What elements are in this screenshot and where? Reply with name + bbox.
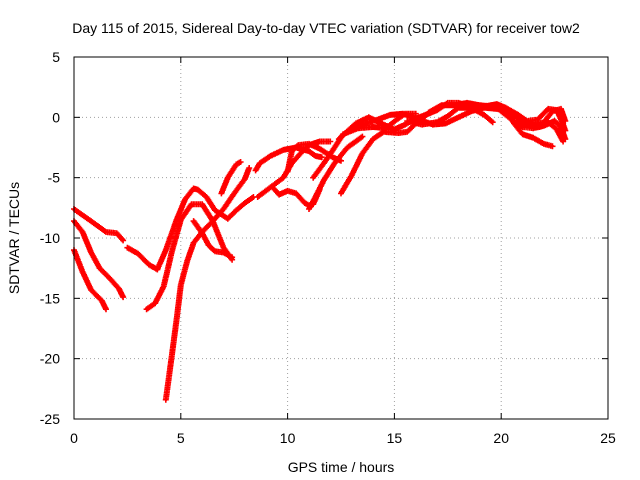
series-track-m [284,140,344,175]
data-point-markers [284,140,344,175]
y-tick-label: -5 [48,170,61,186]
data-point-markers [425,99,569,134]
data-point-markers [218,159,244,197]
data-point-markers [71,247,109,313]
x-axis-label: GPS time / hours [288,459,395,475]
x-tick-label: 25 [600,430,616,446]
data-point-markers [536,119,567,145]
grid-lines [74,57,608,419]
series-track-d [124,244,161,273]
y-tick-label: -10 [40,230,60,246]
series-track-f [154,185,257,273]
data-markers [71,99,569,403]
data-point-markers [124,244,161,273]
series-track-i [218,159,244,197]
series-track-t [425,99,569,134]
y-tick-label: 0 [52,109,60,125]
series-track-h [190,218,236,261]
x-tick-label: 0 [70,430,78,446]
axes: 0 5 10 15 20 25 -25 -20 -15 -10 -5 0 5 [40,49,616,446]
y-tick-label: -25 [40,411,60,427]
data-point-markers [306,133,366,212]
y-tick-label: -15 [40,290,60,306]
y-tick-label: 5 [52,49,60,65]
data-point-markers [154,185,257,273]
y-axis-label: SDTVAR / TECUs [6,182,22,294]
x-tick-label: 15 [387,430,403,446]
x-tick-label: 20 [493,430,509,446]
y-tick-label: -20 [40,351,60,367]
x-tick-label: 5 [177,430,185,446]
series-track-n [306,133,366,212]
series-track-c [71,247,109,313]
data-point-markers [190,218,236,261]
chart-title: Day 115 of 2015, Sidereal Day-to-day VTE… [72,20,580,36]
series-track-v [536,119,567,145]
x-tick-label: 10 [280,430,296,446]
